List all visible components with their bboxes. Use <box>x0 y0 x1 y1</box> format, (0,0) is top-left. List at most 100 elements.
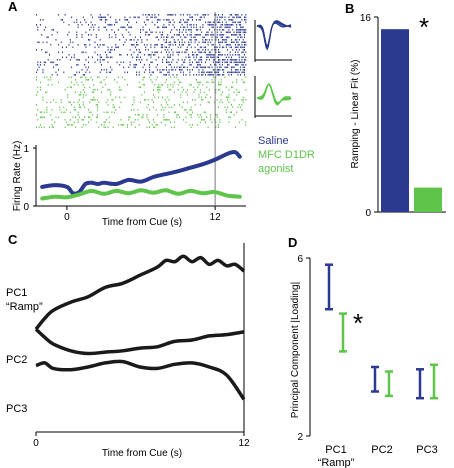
raster-tick <box>171 49 173 51</box>
raster-tick <box>216 26 218 29</box>
raster-tick <box>166 119 167 121</box>
raster-tick <box>149 14 151 16</box>
raster-tick <box>142 114 144 116</box>
raster-tick <box>225 39 227 41</box>
raster-tick <box>194 99 196 101</box>
raster-tick <box>51 29 53 31</box>
waveform-trace <box>256 83 292 105</box>
raster-tick <box>156 76 158 79</box>
raster-tick <box>103 111 105 114</box>
raster-tick <box>244 81 245 84</box>
raster-tick <box>211 66 213 69</box>
raster-tick <box>143 71 145 74</box>
raster-tick <box>171 69 173 71</box>
raster-tick <box>130 54 132 56</box>
raster-tick <box>41 34 43 36</box>
raster-tick <box>150 44 152 46</box>
raster-tick <box>75 126 76 129</box>
raster-tick <box>233 16 235 19</box>
raster-tick <box>233 21 235 24</box>
raster-tick <box>241 109 243 111</box>
raster-tick <box>182 89 184 91</box>
raster-tick <box>216 31 218 34</box>
raster-tick <box>104 121 106 124</box>
raster-tick <box>215 71 217 74</box>
raster-tick <box>202 66 204 69</box>
raster-tick <box>149 54 151 56</box>
raster-tick <box>64 111 66 114</box>
raster-tick <box>106 101 108 104</box>
raster-tick <box>84 116 86 119</box>
raster-tick <box>166 26 167 29</box>
raster-tick <box>233 99 235 101</box>
raster-tick <box>231 69 232 71</box>
raster-tick <box>188 54 190 56</box>
raster-tick <box>207 41 209 44</box>
raster-tick <box>133 51 135 54</box>
raster-tick <box>236 79 238 81</box>
raster-tick <box>50 101 52 104</box>
pc3-trajectory <box>35 359 246 401</box>
raster-tick <box>244 59 245 61</box>
raster-tick <box>97 116 99 119</box>
raster-tick <box>238 104 240 106</box>
raster-tick <box>176 114 178 116</box>
raster-tick <box>125 19 127 21</box>
raster-tick <box>154 126 156 129</box>
raster-tick <box>207 71 209 74</box>
raster-tick <box>198 71 200 74</box>
raster-tick <box>84 86 86 89</box>
raster-tick <box>120 26 122 29</box>
raster-tick <box>86 69 88 71</box>
raster-tick <box>138 71 140 74</box>
raster-tick <box>172 44 174 46</box>
raster-tick <box>101 64 102 66</box>
raster-tick <box>233 59 235 61</box>
raster-tick <box>119 39 121 41</box>
raster-tick <box>115 96 117 99</box>
raster-tick <box>228 96 230 99</box>
raster-tick <box>47 84 49 86</box>
raster-tick <box>207 126 209 129</box>
raster-tick <box>90 26 92 29</box>
raster-tick <box>69 41 71 44</box>
raster-tick <box>228 71 230 74</box>
raster-tick <box>194 104 196 106</box>
raster-tick <box>218 41 219 44</box>
raster-tick <box>147 49 149 51</box>
raster-tick <box>169 56 171 59</box>
raster-tick <box>124 96 126 99</box>
raster-tick <box>219 84 221 86</box>
raster-tick <box>180 71 182 74</box>
raster-tick <box>130 121 132 124</box>
raster-tick <box>190 109 192 111</box>
raster-tick <box>190 29 192 31</box>
raster-tick <box>202 36 204 39</box>
raster-tick <box>77 114 79 116</box>
panel-b-y-tick-label-16: 16 <box>360 13 372 24</box>
raster-tick <box>238 91 240 94</box>
raster-tick <box>98 46 100 49</box>
raster-tick <box>164 74 166 76</box>
raster-tick <box>114 106 115 109</box>
raster-tick <box>214 14 216 16</box>
raster-tick <box>97 89 99 91</box>
raster-tick <box>115 19 117 21</box>
raster-tick <box>101 91 102 94</box>
raster-tick <box>65 56 67 59</box>
raster-tick <box>206 116 208 119</box>
raster-tick <box>231 19 232 21</box>
legend-saline: Saline <box>258 135 289 147</box>
raster-tick <box>210 114 212 116</box>
raster-tick <box>89 71 91 74</box>
raster-tick <box>98 26 100 29</box>
raster-tick <box>229 59 231 61</box>
raster-tick <box>129 49 131 51</box>
raster-tick <box>151 51 153 54</box>
raster-tick <box>97 99 99 101</box>
raster-tick <box>103 26 105 29</box>
raster-tick <box>237 14 239 16</box>
raster-tick <box>208 29 210 31</box>
raster-tick <box>133 16 135 19</box>
raster-tick <box>104 51 106 54</box>
